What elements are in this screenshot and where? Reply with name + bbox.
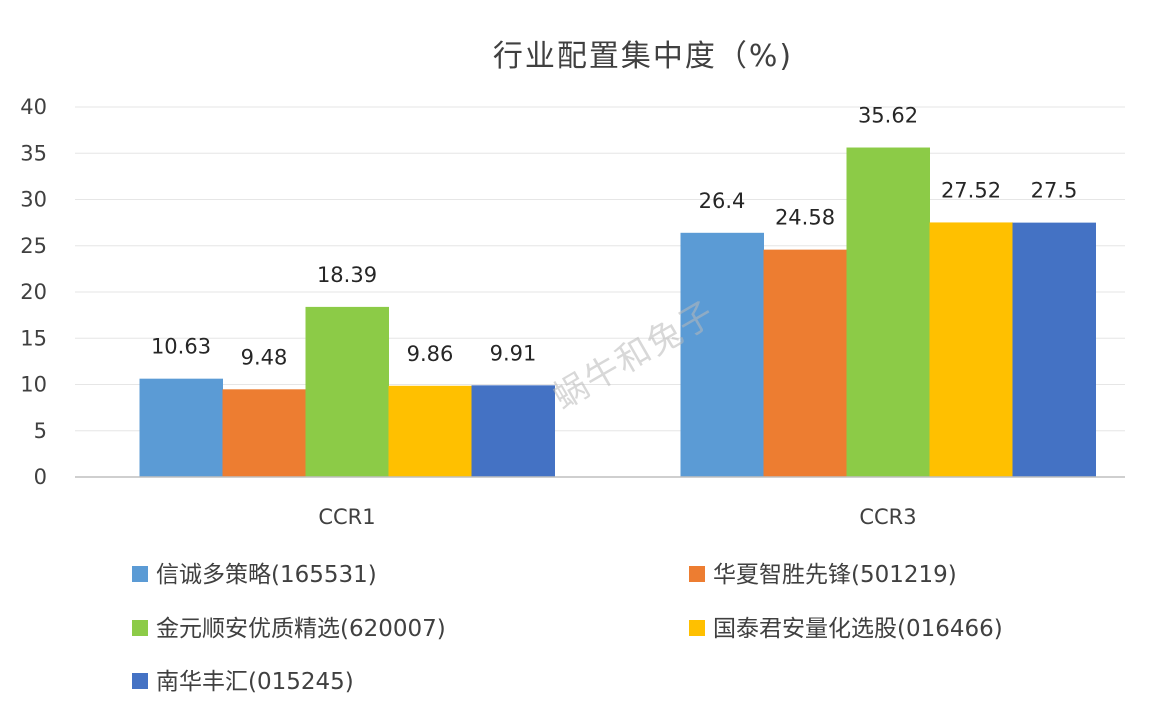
y-axis: 0 5 10 15 20 25 30 35 40	[20, 95, 47, 489]
data-label: 24.58	[775, 206, 835, 230]
bar-ccr1-series-5	[471, 385, 555, 477]
legend-swatch	[689, 566, 705, 582]
y-tick-label: 40	[20, 95, 47, 119]
data-label: 35.62	[858, 104, 918, 128]
legend-swatch	[132, 566, 148, 582]
x-tick-label: CCR1	[318, 505, 375, 529]
y-tick-label: 10	[20, 373, 47, 397]
y-tick-label: 35	[20, 141, 47, 165]
bar-ccr1-series-4	[388, 385, 472, 477]
gridlines	[75, 106, 1125, 432]
x-axis: CCR1 CCR3	[75, 476, 1125, 529]
y-tick-label: 20	[20, 280, 47, 304]
bar-ccr1-series-3	[305, 306, 389, 477]
y-tick-label: 0	[34, 465, 47, 489]
chart-title: 行业配置集中度（%)	[493, 39, 793, 74]
legend-label: 国泰君安量化选股(016466)	[713, 616, 1003, 642]
data-label: 9.86	[407, 342, 454, 366]
legend-label: 华夏智胜先锋(501219)	[713, 562, 957, 588]
bar-ccr3-series-3	[846, 147, 930, 477]
bars	[139, 147, 1096, 477]
y-tick-label: 25	[20, 234, 47, 258]
y-tick-label: 15	[20, 326, 47, 350]
bar-ccr3-series-2	[763, 249, 847, 477]
data-label: 10.63	[151, 335, 211, 359]
legend-swatch	[689, 620, 705, 636]
x-tick-label: CCR3	[859, 505, 916, 529]
y-tick-label: 30	[20, 188, 47, 212]
data-label: 26.4	[699, 189, 746, 213]
bar-ccr1-series-1	[139, 378, 223, 477]
y-tick-label: 5	[34, 419, 47, 443]
bar-ccr3-series-1	[680, 232, 764, 477]
bar-ccr3-series-4	[929, 222, 1013, 477]
data-label: 18.39	[317, 263, 377, 287]
data-label: 27.5	[1031, 179, 1078, 203]
legend-swatch	[132, 620, 148, 636]
bar-ccr1-series-2	[222, 389, 306, 477]
data-label: 27.52	[941, 178, 1001, 202]
legend: 信诚多策略(165531) 华夏智胜先锋(501219) 金元顺安优质精选(6200…	[132, 562, 1003, 695]
legend-label: 金元顺安优质精选(620007)	[156, 616, 446, 642]
bar-ccr3-series-5	[1012, 222, 1096, 477]
legend-label: 信诚多策略(165531)	[156, 562, 377, 588]
legend-label: 南华丰汇(015245)	[156, 669, 354, 695]
legend-swatch	[132, 673, 148, 689]
data-label: 9.91	[490, 341, 537, 365]
data-label: 9.48	[241, 345, 288, 369]
data-labels: 10.63 26.4 9.48 24.58 18.39 35.62 9.86 27.52 9.9…	[151, 104, 1077, 370]
